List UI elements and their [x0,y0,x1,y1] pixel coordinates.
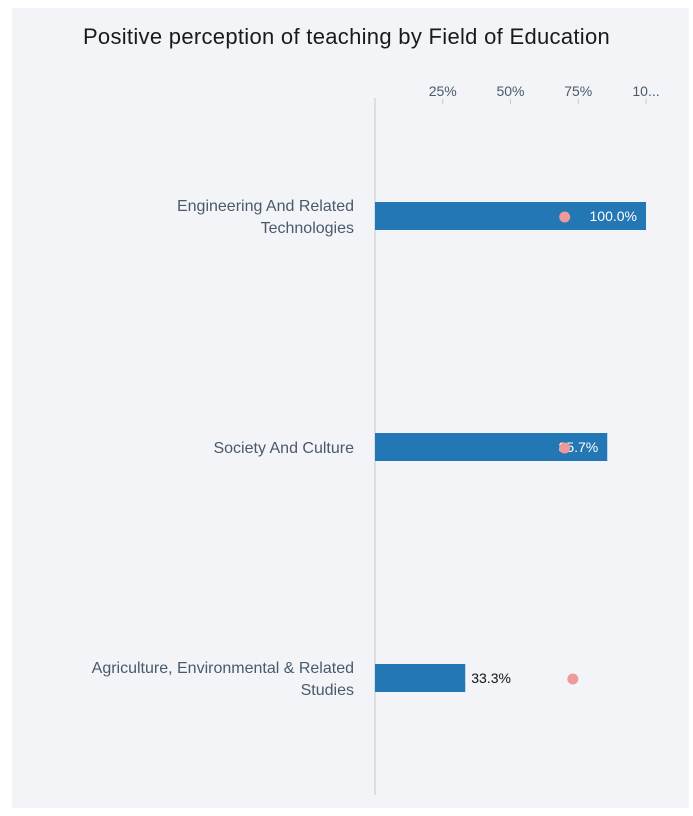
x-tick-label: 75% [564,83,592,99]
category-label: Society And Culture [213,440,354,457]
category-label: Studies [301,682,354,699]
bar [375,664,466,692]
value-label: 100.0% [590,208,637,224]
chart-title: Positive perception of teaching by Field… [82,24,611,49]
category-label: Agriculture, Environmental & Related [92,660,354,677]
benchmark-marker [567,673,579,685]
benchmark-marker [559,442,571,454]
category-label: Technologies [261,220,354,237]
x-tick-label: 50% [496,83,524,99]
bar [375,202,646,230]
category-label: Engineering And Related [177,198,354,215]
benchmark-marker [559,211,571,223]
value-label: 33.3% [471,670,511,686]
x-tick-label: 10... [632,83,659,99]
x-tick-label: 25% [429,83,457,99]
